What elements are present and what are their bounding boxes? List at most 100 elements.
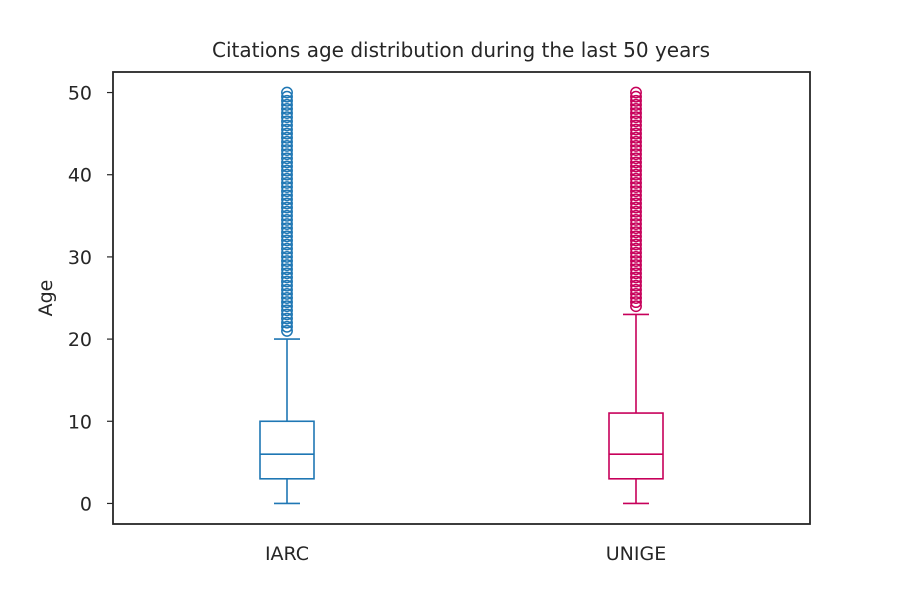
outlier-point	[281, 140, 293, 152]
outlier-point	[630, 255, 642, 267]
outlier-point	[630, 193, 642, 206]
outlier-point	[630, 283, 642, 296]
outlier-point	[281, 164, 293, 177]
plot-frame	[112, 71, 811, 525]
outlier-point	[281, 234, 293, 247]
outlier-point	[281, 271, 293, 284]
y-tick-label: 50	[68, 83, 92, 105]
outlier-point	[630, 107, 642, 120]
outlier-point	[281, 226, 293, 239]
outlier-point	[281, 287, 293, 300]
outlier-point	[281, 98, 293, 111]
outlier-point	[630, 127, 642, 140]
outlier-point	[281, 259, 293, 272]
outlier-point	[630, 250, 642, 263]
outlier-point	[630, 189, 642, 202]
box-body	[608, 412, 664, 480]
outlier-point	[281, 267, 293, 280]
outlier-point	[281, 152, 293, 165]
outlier-point	[630, 267, 642, 280]
outlier-point	[281, 94, 293, 107]
y-tick-label: 0	[80, 493, 92, 515]
outlier-point	[630, 123, 642, 136]
outlier-point	[281, 107, 293, 120]
outlier-point	[281, 185, 293, 198]
outlier-point	[281, 292, 293, 304]
outlier-point	[281, 213, 293, 226]
outlier-point	[630, 119, 642, 132]
y-tick-label: 10	[68, 411, 92, 433]
outlier-point	[630, 201, 642, 214]
outlier-point	[281, 238, 293, 251]
outlier-point	[630, 292, 642, 304]
outlier-point	[630, 181, 642, 194]
outlier-point	[281, 119, 293, 132]
outlier-point	[630, 98, 642, 111]
outlier-point	[281, 168, 293, 181]
outlier-point	[281, 263, 293, 276]
box-unige	[608, 86, 664, 505]
outlier-point	[630, 90, 642, 103]
outlier-point	[630, 168, 642, 181]
outlier-point	[281, 218, 293, 230]
outlier-point	[630, 144, 642, 157]
outlier-point	[630, 287, 642, 300]
outlier-point	[630, 185, 642, 198]
outlier-point	[630, 271, 642, 284]
outlier-point	[281, 255, 293, 267]
outlier-point	[281, 296, 293, 309]
outlier-point	[281, 156, 293, 169]
outlier-point	[281, 320, 293, 333]
outlier-point	[281, 205, 293, 218]
outlier-point	[281, 324, 293, 337]
chart-title: Citations age distribution during the la…	[212, 38, 710, 62]
outlier-point	[630, 115, 642, 128]
outlier-point	[630, 238, 642, 251]
outlier-point	[630, 111, 642, 124]
outlier-point	[281, 230, 293, 243]
outlier-point	[630, 242, 642, 255]
box-iarc	[259, 86, 315, 505]
outlier-point	[281, 135, 293, 148]
outlier-point	[630, 152, 642, 165]
outlier-point	[281, 144, 293, 157]
outlier-point	[630, 296, 642, 309]
outlier-point	[630, 164, 642, 177]
outlier-point	[281, 103, 293, 115]
outlier-point	[281, 181, 293, 194]
outlier-point	[281, 316, 293, 329]
plot-area: 0 10 20 30 40 50 IARC UNIGE	[68, 83, 666, 565]
outlier-point	[281, 123, 293, 136]
outlier-point	[630, 86, 642, 99]
outlier-point	[630, 209, 642, 222]
outlier-point	[630, 263, 642, 276]
outlier-point	[281, 86, 293, 99]
outlier-point	[281, 189, 293, 202]
outlier-point	[281, 209, 293, 222]
x-tick-label: IARC	[265, 543, 309, 565]
outlier-point	[281, 246, 293, 259]
outlier-point	[281, 115, 293, 128]
outlier-point	[630, 131, 642, 144]
y-tick-label: 30	[68, 247, 92, 269]
outlier-point	[281, 250, 293, 263]
outlier-point	[630, 226, 642, 239]
y-tick-label: 20	[68, 329, 92, 351]
outlier-point	[281, 304, 293, 317]
outlier-point	[281, 275, 293, 288]
outlier-point	[281, 201, 293, 214]
outlier-point	[630, 213, 642, 226]
outlier-point	[281, 308, 293, 321]
outlier-point	[281, 160, 293, 173]
outlier-point	[630, 172, 642, 185]
outlier-point	[630, 135, 642, 148]
outlier-point	[630, 275, 642, 288]
outlier-point	[630, 176, 642, 189]
outlier-point	[281, 193, 293, 206]
outlier-point	[630, 246, 642, 259]
outlier-point	[630, 300, 642, 313]
outlier-point	[630, 160, 642, 173]
outlier-point	[281, 176, 293, 189]
outlier-point	[630, 197, 642, 210]
